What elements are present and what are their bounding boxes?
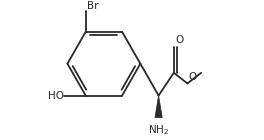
Text: O: O xyxy=(188,72,196,82)
Polygon shape xyxy=(155,96,162,118)
Text: HO: HO xyxy=(48,91,64,101)
Text: Br: Br xyxy=(87,1,99,10)
Text: O: O xyxy=(175,35,183,46)
Text: NH$_2$: NH$_2$ xyxy=(148,124,169,137)
